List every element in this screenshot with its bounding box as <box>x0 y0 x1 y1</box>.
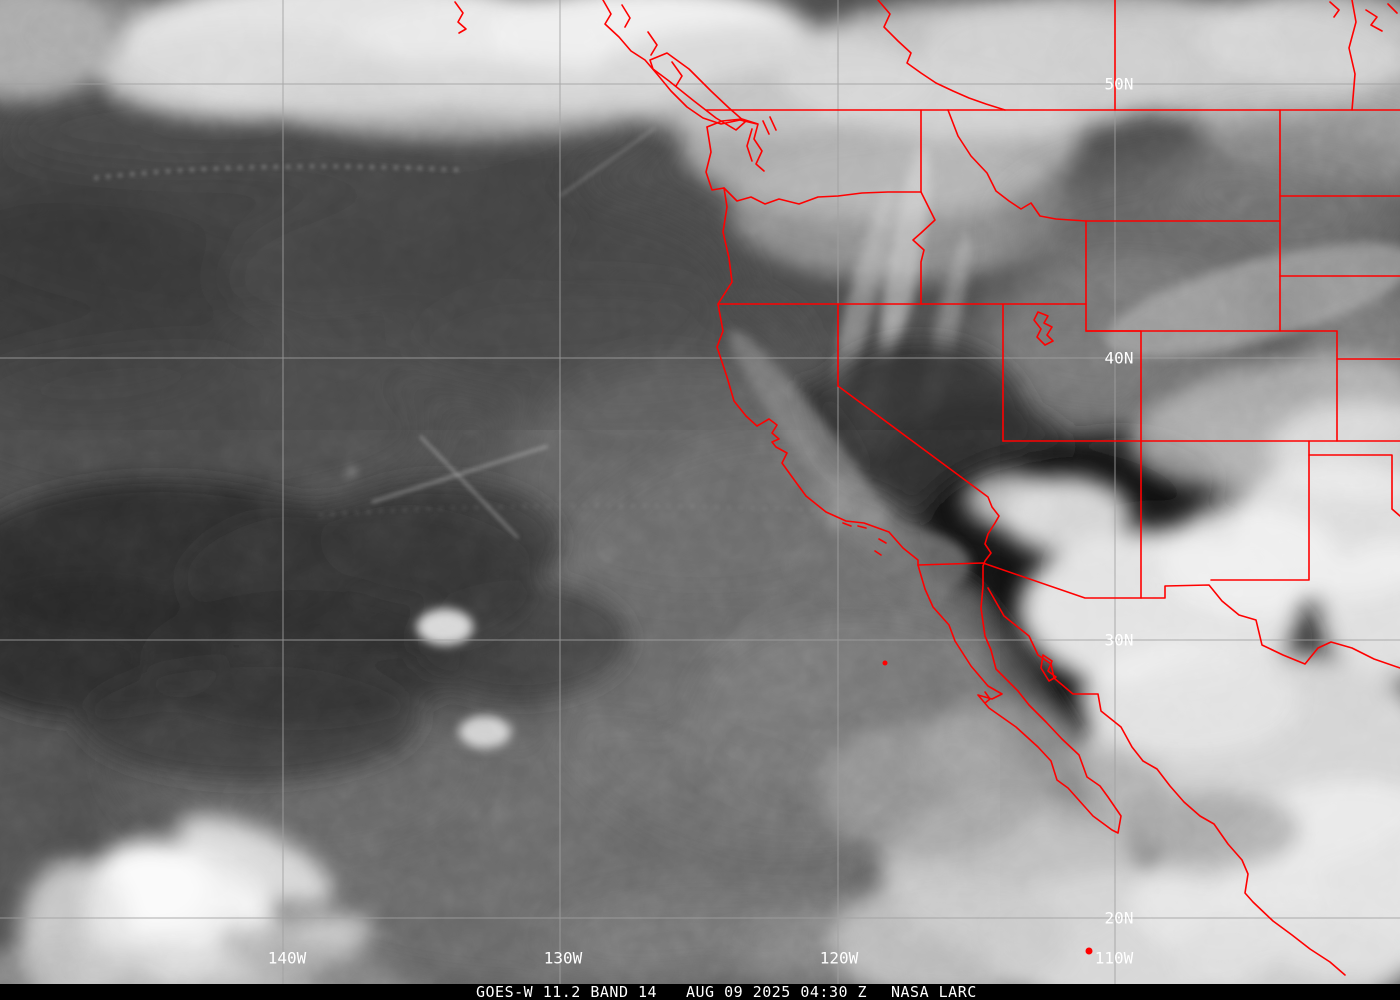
lon-label-140w: 140W <box>268 949 307 968</box>
lon-label-130w: 130W <box>544 949 583 968</box>
border-id-mt <box>947 109 1087 222</box>
coast-sonora-sinaloa <box>987 587 1346 976</box>
border-nm-tx <box>1210 440 1310 581</box>
guadalupe-island <box>882 660 888 666</box>
lat-label-30n: 30N <box>1105 631 1134 650</box>
border-tx-ok <box>1308 454 1400 517</box>
lat-label-40n: 40N <box>1105 349 1134 368</box>
coast-bc-mainland <box>602 0 758 125</box>
tiburon-island <box>1040 654 1057 682</box>
lat-label-20n: 20N <box>1105 909 1134 928</box>
caption-background <box>0 984 1400 1000</box>
canada-lakes <box>1329 1 1398 32</box>
map-border-overlay <box>454 0 1400 976</box>
socorro-island <box>1085 947 1093 955</box>
haida-gwaii <box>454 1 467 34</box>
border-wa-or <box>723 187 922 205</box>
coast-wa-or-ca <box>705 126 919 566</box>
caption-credit: NASA LARC <box>891 983 977 1000</box>
border-us-mexico <box>917 562 1400 669</box>
caption-instrument: GOES-W 11.2 BAND 14 <box>476 983 657 1000</box>
puget-sound <box>706 116 777 172</box>
lon-label-120w: 120W <box>820 949 859 968</box>
lon-label-110w: 110W <box>1095 949 1134 968</box>
border-bc-alberta <box>877 0 1006 111</box>
bc-fjords <box>621 4 683 87</box>
coast-baja-california <box>917 564 1122 834</box>
border-saskatchewan-manitoba <box>1348 0 1357 111</box>
caption-bar: GOES-W 11.2 BAND 14 AUG 09 2025 04:30 Z … <box>0 983 1400 1000</box>
vancouver-island <box>649 52 746 131</box>
cedros-island <box>984 691 991 704</box>
border-ca-nv-az <box>837 303 1000 567</box>
channel-islands <box>842 522 887 556</box>
border-or-id <box>912 191 936 305</box>
great-salt-lake <box>1033 311 1054 346</box>
lat-label-50n: 50N <box>1105 75 1134 94</box>
graticule-labels: 50N 40N 30N 20N 140W 130W 120W 110W <box>268 75 1134 968</box>
caption-datetime: AUG 09 2025 04:30 Z <box>686 983 867 1000</box>
